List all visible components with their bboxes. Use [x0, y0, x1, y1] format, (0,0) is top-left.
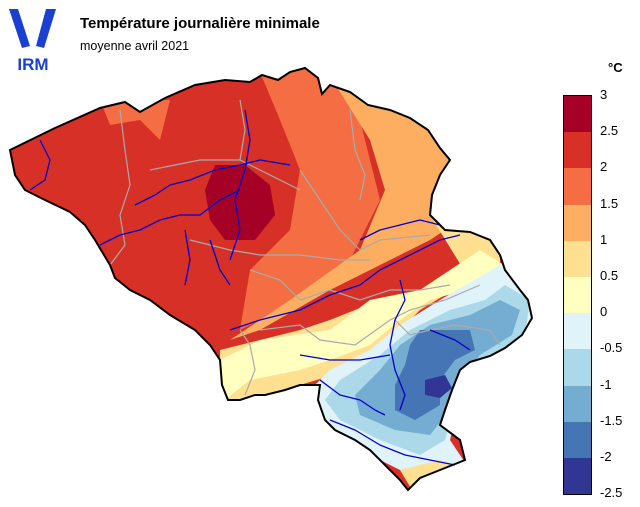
legend-swatch	[564, 276, 591, 314]
zone-coldest	[395, 330, 475, 420]
temperature-field	[10, 68, 532, 490]
legend-swatch	[564, 349, 591, 386]
legend-tick-label: 0	[600, 304, 608, 319]
zone-deep	[425, 375, 452, 398]
legend-swatch	[564, 96, 591, 133]
logo-mark-right	[36, 9, 56, 48]
legend-tick-label: -1	[600, 377, 612, 392]
map-subtitle: moyenne avril 2021	[80, 39, 190, 53]
legend-swatch	[564, 132, 591, 169]
legend-swatch	[564, 421, 591, 458]
color-legend	[563, 95, 592, 496]
logo-mark-left	[9, 9, 30, 48]
legend-tick-label: -0.5	[600, 340, 623, 355]
legend-swatch	[564, 168, 591, 205]
legend-swatch	[564, 204, 591, 241]
belgium-temperature-map	[9, 67, 533, 491]
legend-tick-label: -1.5	[600, 413, 623, 428]
legend-tick-label: 2	[600, 159, 608, 174]
legend-unit: °C	[608, 60, 623, 75]
legend-swatch	[564, 313, 591, 350]
legend-tick-label: 1	[600, 232, 608, 247]
legend-swatch	[564, 385, 591, 422]
rivers	[29, 109, 471, 466]
legend-tick-label: -2	[600, 449, 612, 464]
legend-tick-label: 2.5	[600, 123, 619, 138]
zone-pale	[220, 250, 520, 400]
legend-swatch	[564, 240, 591, 277]
province-borders	[109, 99, 501, 396]
logo-text: IRM	[17, 55, 48, 74]
legend-swatch	[564, 457, 591, 495]
zone-very-warm	[205, 165, 275, 240]
zone-mild-west	[100, 100, 170, 140]
irm-logo: IRM	[9, 9, 56, 74]
legend-tick-label: 0.5	[600, 268, 619, 283]
map-title: Température journalière minimale	[80, 15, 320, 32]
zone-orange	[230, 68, 460, 340]
legend-tick-label: -2.5	[600, 485, 623, 500]
legend-tick-label: 1.5	[600, 196, 619, 211]
legend-tick-label: 3	[600, 87, 608, 102]
